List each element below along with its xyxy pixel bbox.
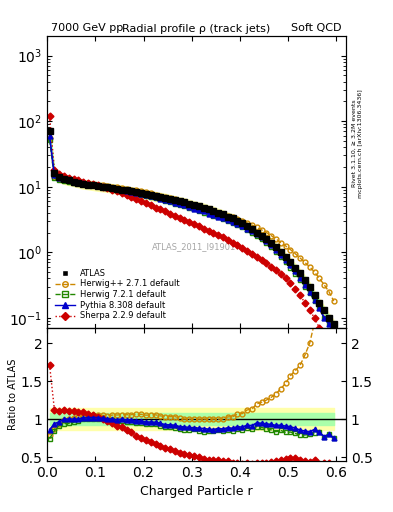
Text: Soft QCD: Soft QCD	[292, 23, 342, 33]
Text: 7000 GeV pp: 7000 GeV pp	[51, 23, 123, 33]
Title: Radial profile ρ (track jets): Radial profile ρ (track jets)	[122, 24, 271, 34]
Y-axis label: Ratio to ATLAS: Ratio to ATLAS	[7, 359, 18, 430]
X-axis label: Charged Particle r: Charged Particle r	[140, 485, 253, 498]
Text: Rivet 3.1.10, ≥ 3.2M events
mcplots.cern.ch [arXiv:1306.3436]: Rivet 3.1.10, ≥ 3.2M events mcplots.cern…	[352, 89, 363, 198]
Text: ATLAS_2011_I919017: ATLAS_2011_I919017	[152, 242, 241, 251]
Legend: ATLAS, Herwig++ 2.7.1 default, Herwig 7.2.1 default, Pythia 8.308 default, Sherp: ATLAS, Herwig++ 2.7.1 default, Herwig 7.…	[51, 266, 183, 324]
